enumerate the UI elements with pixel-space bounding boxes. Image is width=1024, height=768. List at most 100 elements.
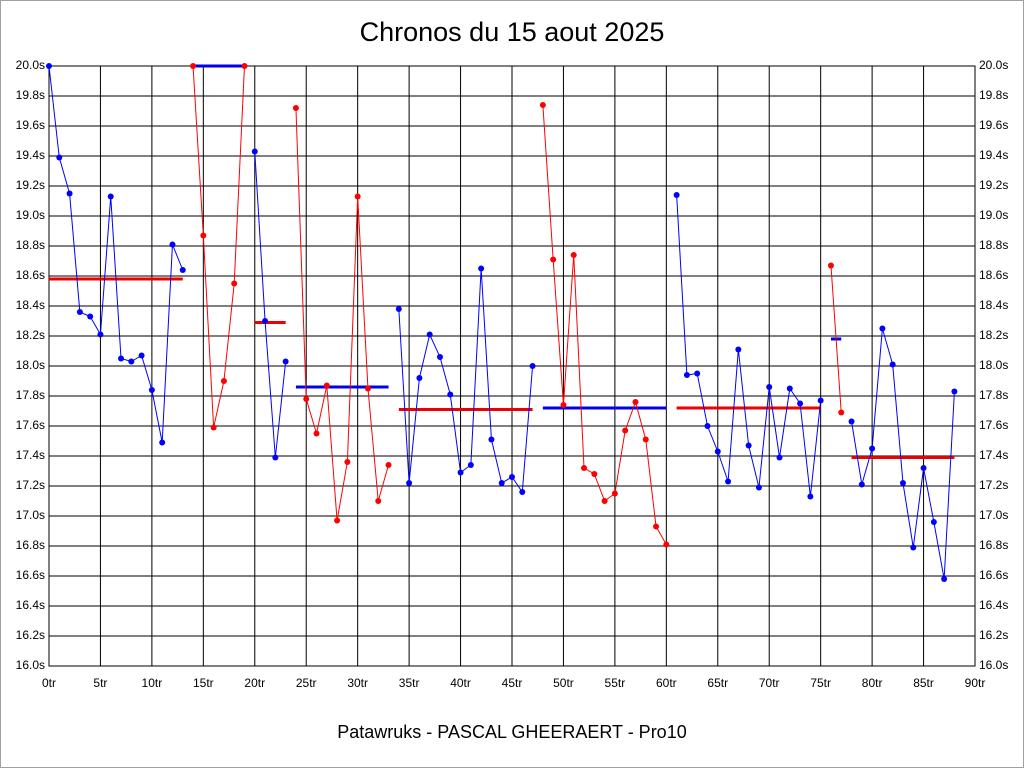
y-tick-label: 19.8s bbox=[16, 88, 45, 102]
data-point bbox=[766, 384, 773, 390]
y2-tick-label: 16.8s bbox=[979, 538, 1008, 552]
data-point bbox=[838, 409, 845, 416]
series-line bbox=[830, 265, 842, 413]
x-tick-label: 60tr bbox=[656, 676, 677, 690]
data-point bbox=[241, 63, 248, 69]
data-point bbox=[179, 267, 186, 273]
data-point bbox=[879, 325, 886, 332]
chart-title: Chronos du 15 aout 2025 bbox=[360, 17, 665, 47]
y2-tick-label: 18.4s bbox=[979, 298, 1008, 312]
data-point bbox=[786, 385, 793, 392]
y-tick-label: 18.8s bbox=[16, 238, 45, 252]
data-point bbox=[920, 465, 927, 471]
data-point bbox=[673, 192, 680, 198]
data-point bbox=[951, 388, 958, 395]
data-point bbox=[210, 424, 217, 431]
x-tick-label: 10tr bbox=[142, 676, 163, 690]
data-point bbox=[817, 397, 824, 404]
data-point bbox=[107, 193, 114, 200]
data-point bbox=[735, 346, 742, 353]
y2-tick-label: 16.6s bbox=[979, 568, 1008, 582]
x-tick-label: 65tr bbox=[707, 676, 728, 690]
data-point bbox=[550, 256, 557, 263]
y2-tick-label: 18.0s bbox=[979, 358, 1008, 372]
y2-tick-label: 17.6s bbox=[979, 418, 1008, 432]
x-tick-label: 15tr bbox=[193, 676, 214, 690]
y-tick-label: 16.6s bbox=[16, 568, 45, 582]
data-point bbox=[478, 265, 485, 272]
y-tick-label: 17.4s bbox=[16, 448, 45, 462]
data-point bbox=[776, 454, 783, 461]
data-point bbox=[858, 481, 865, 488]
data-point bbox=[488, 436, 495, 443]
y-tick-label: 20.0s bbox=[16, 58, 45, 72]
y2-tick-label: 17.0s bbox=[979, 508, 1008, 522]
data-point bbox=[704, 423, 711, 429]
data-point bbox=[292, 105, 299, 111]
data-point bbox=[364, 385, 371, 392]
x-tick-label: 45tr bbox=[502, 676, 523, 690]
data-point bbox=[159, 439, 166, 446]
data-point bbox=[87, 313, 94, 320]
x-tick-label: 25tr bbox=[296, 676, 317, 690]
data-point bbox=[323, 382, 330, 389]
data-point bbox=[66, 190, 73, 197]
data-point bbox=[663, 541, 670, 548]
data-point bbox=[46, 63, 52, 69]
plot-border bbox=[48, 65, 976, 667]
data-point bbox=[385, 462, 392, 468]
data-point bbox=[755, 484, 762, 491]
data-point bbox=[467, 462, 474, 468]
y-tick-label: 17.8s bbox=[16, 388, 45, 402]
y2-tick-label: 18.8s bbox=[979, 238, 1008, 252]
y-tick-label: 18.2s bbox=[16, 328, 45, 342]
data-point bbox=[848, 418, 855, 425]
data-point bbox=[354, 193, 361, 200]
data-point bbox=[570, 252, 577, 258]
data-point bbox=[889, 361, 896, 368]
y2-tick-label: 19.4s bbox=[979, 148, 1008, 162]
y2-tick-label: 19.0s bbox=[979, 208, 1008, 222]
data-point bbox=[498, 480, 505, 486]
data-point bbox=[807, 493, 814, 500]
x-tick-label: 50tr bbox=[553, 676, 574, 690]
y-tick-label: 18.6s bbox=[16, 268, 45, 282]
series-line bbox=[295, 107, 390, 521]
data-point bbox=[591, 471, 598, 477]
data-point bbox=[519, 489, 526, 495]
x-tick-label: 75tr bbox=[810, 676, 831, 690]
data-point bbox=[622, 427, 629, 434]
data-point bbox=[416, 375, 423, 381]
data-point bbox=[642, 436, 649, 443]
data-point bbox=[797, 400, 804, 407]
data-point bbox=[930, 519, 937, 525]
x-tick-label: 70tr bbox=[759, 676, 780, 690]
data-point bbox=[148, 387, 155, 393]
data-point bbox=[56, 154, 63, 161]
data-point bbox=[138, 352, 145, 359]
x-tick-label: 55tr bbox=[605, 676, 626, 690]
data-point bbox=[436, 354, 443, 360]
data-point bbox=[611, 490, 618, 497]
data-point bbox=[827, 262, 834, 269]
y2-tick-label: 19.8s bbox=[979, 88, 1008, 102]
data-point bbox=[899, 480, 906, 486]
data-point bbox=[560, 402, 567, 408]
data-point bbox=[220, 378, 227, 384]
data-point bbox=[334, 517, 341, 524]
series-line bbox=[48, 65, 184, 443]
data-point bbox=[395, 306, 402, 312]
data-point bbox=[601, 498, 608, 504]
y2-tick-label: 17.2s bbox=[979, 478, 1008, 492]
y-tick-label: 19.4s bbox=[16, 148, 45, 162]
data-point bbox=[97, 331, 104, 338]
y2-tick-label: 16.0s bbox=[979, 658, 1008, 672]
x-tick-label: 20tr bbox=[244, 676, 265, 690]
y2-tick-label: 16.2s bbox=[979, 628, 1008, 642]
data-point bbox=[272, 454, 279, 461]
y2-tick-label: 20.0s bbox=[979, 58, 1008, 72]
y-tick-label: 17.6s bbox=[16, 418, 45, 432]
data-point bbox=[869, 445, 876, 452]
data-point bbox=[76, 309, 83, 315]
